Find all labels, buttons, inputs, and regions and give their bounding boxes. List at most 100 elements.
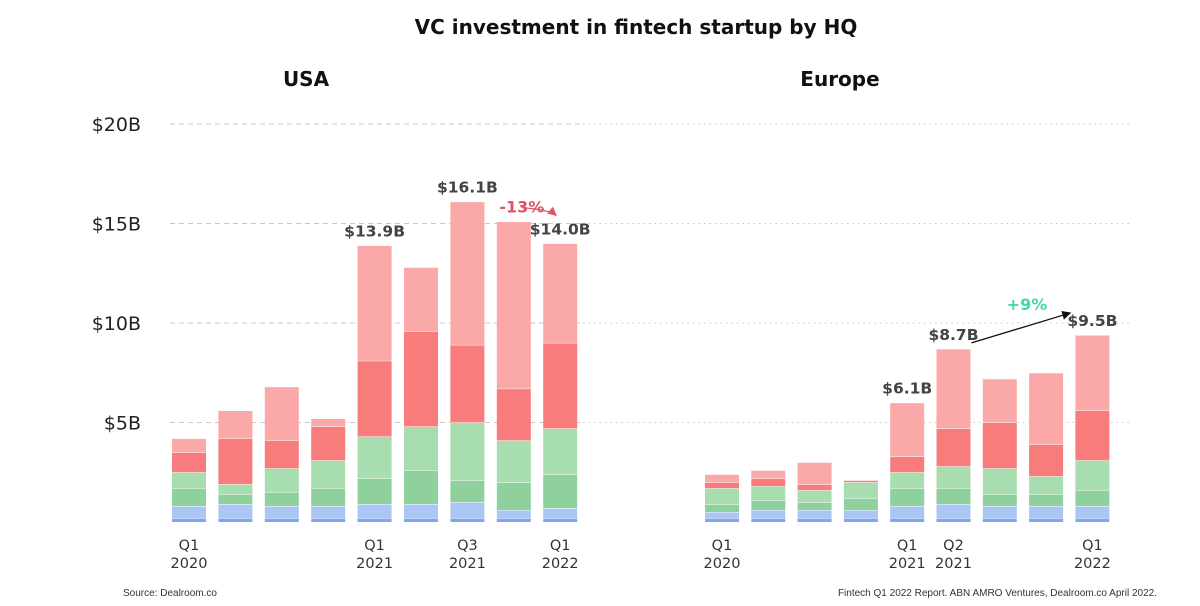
bar-usa-1-segment-2: [218, 504, 253, 519]
y-tick-label: $5B: [104, 413, 141, 435]
bar-europe-5-segment-6: [936, 348, 971, 429]
x-tick-label-usa: Q3: [457, 538, 478, 554]
bar-europe-3-segment-2: [843, 510, 878, 519]
bar-europe-2-segment-1: [797, 518, 832, 522]
bar-europe-4-segment-4: [890, 472, 925, 489]
bar-usa-6-segment-5: [450, 344, 485, 423]
panel-title-usa: USA: [283, 67, 330, 91]
bar-usa-0-segment-6: [172, 438, 206, 453]
bar-europe-8-segment-4: [1075, 460, 1110, 491]
credit-note: Fintech Q1 2022 Report. ABN AMRO Venture…: [838, 588, 1157, 599]
x-tick-label-usa: Q1: [364, 538, 385, 554]
bar-europe-0-segment-4: [705, 488, 739, 505]
bar-europe-6-segment-1: [982, 518, 1017, 522]
x-tick-year-europe: 2021: [935, 556, 972, 572]
bar-usa-5-segment-6: [404, 267, 438, 331]
total-label-europe: $6.1B: [882, 380, 932, 398]
bar-europe-7-segment-6: [1029, 372, 1064, 445]
bar-usa-1-segment-6: [218, 410, 253, 439]
bar-europe-1-segment-2: [751, 510, 786, 519]
bar-usa-8-segment-2: [543, 508, 578, 519]
bar-europe-0-segment-3: [705, 504, 739, 513]
bar-usa-3-segment-2: [311, 506, 346, 519]
bar-usa-1-segment-5: [218, 438, 253, 485]
total-labels: $13.9B $16.1B $14.0B $6.1B $8.7B $9.5B: [344, 179, 1117, 398]
bar-usa-4-segment-2: [357, 504, 392, 519]
bar-europe-1-segment-6: [751, 470, 786, 479]
bar-europe-0-segment-2: [705, 512, 739, 519]
bar-europe-6-segment-5: [982, 422, 1017, 469]
x-tick-label-europe: Q1: [1082, 538, 1103, 554]
bar-usa-5-segment-1: [404, 518, 438, 522]
bar-usa-1-segment-4: [218, 484, 253, 495]
bar-europe-8-segment-5: [1075, 410, 1110, 461]
bar-usa-2-segment-5: [264, 440, 299, 469]
bar-usa-8-segment-5: [543, 342, 578, 429]
bar-usa-4-segment-1: [357, 518, 392, 522]
x-tick-year-usa: 2022: [542, 556, 579, 572]
bar-europe-5-segment-4: [936, 466, 971, 489]
bar-europe-1-segment-5: [751, 478, 786, 487]
bars: [172, 201, 1110, 522]
bar-europe-8-segment-1: [1075, 518, 1110, 522]
bar-usa-8-segment-6: [543, 243, 578, 343]
x-tick-label-europe: Q2: [943, 538, 964, 554]
bar-usa-0-segment-4: [172, 472, 206, 489]
bar-usa-2-segment-2: [264, 506, 299, 519]
bar-europe-6-segment-6: [982, 378, 1017, 423]
bar-usa-4-segment-4: [357, 436, 392, 479]
y-tick-label: $20B: [92, 114, 141, 136]
bar-europe-2-segment-2: [797, 510, 832, 519]
bar-usa-2-segment-6: [264, 386, 299, 441]
bar-usa-7-segment-2: [496, 510, 531, 519]
bar-europe-0-segment-5: [705, 482, 739, 489]
x-tick-year-usa: 2021: [449, 556, 486, 572]
bar-usa-4-segment-6: [357, 245, 392, 361]
bar-usa-2-segment-4: [264, 468, 299, 493]
bar-europe-4-segment-6: [890, 402, 925, 457]
bar-usa-6-segment-1: [450, 518, 485, 522]
grid-lines: [170, 123, 1130, 423]
total-label-usa: $13.9B: [344, 222, 405, 240]
total-label-europe: $8.7B: [928, 326, 978, 344]
bar-europe-6-segment-3: [982, 494, 1017, 507]
bar-usa-8-segment-4: [543, 428, 578, 475]
change-arrow-europe: [971, 310, 1072, 344]
change-annotations: -13%+9%: [499, 198, 1072, 344]
total-label-usa: $16.1B: [437, 179, 498, 197]
bar-usa-3-segment-1: [311, 518, 346, 522]
bar-europe-3-segment-5: [843, 480, 878, 483]
bar-europe-7-segment-5: [1029, 444, 1064, 477]
bar-usa-3-segment-5: [311, 426, 346, 461]
bar-usa-1-segment-1: [218, 518, 253, 522]
chart-title: VC investment in fintech startup by HQ: [415, 15, 858, 39]
bar-usa-5-segment-2: [404, 504, 438, 519]
bar-europe-5-segment-1: [936, 518, 971, 522]
total-label-usa: $14.0B: [530, 220, 591, 238]
bar-europe-2-segment-3: [797, 502, 832, 511]
bar-usa-6-segment-6: [450, 201, 485, 345]
bar-europe-4-segment-2: [890, 506, 925, 519]
bar-europe-4-segment-3: [890, 488, 925, 507]
bar-usa-4-segment-5: [357, 360, 392, 437]
bar-europe-7-segment-3: [1029, 494, 1064, 507]
bar-europe-7-segment-2: [1029, 506, 1064, 519]
bar-europe-3-segment-4: [843, 482, 878, 499]
bar-europe-5-segment-3: [936, 488, 971, 505]
x-tick-label-europe: Q1: [897, 538, 918, 554]
bar-europe-1-segment-1: [751, 518, 786, 522]
bar-europe-1-segment-4: [751, 486, 786, 501]
bar-usa-8-segment-3: [543, 474, 578, 509]
bar-europe-6-segment-2: [982, 506, 1017, 519]
bar-usa-6-segment-3: [450, 480, 485, 503]
y-tick-label: $10B: [92, 313, 141, 335]
bar-usa-3-segment-4: [311, 460, 346, 489]
bar-europe-7-segment-1: [1029, 518, 1064, 522]
bar-europe-4-segment-1: [890, 518, 925, 522]
bar-usa-8-segment-1: [543, 518, 578, 522]
bar-europe-3-segment-1: [843, 518, 878, 522]
bar-usa-0-segment-2: [172, 506, 206, 519]
x-tick-year-europe: 2022: [1074, 556, 1111, 572]
bar-usa-3-segment-3: [311, 488, 346, 507]
